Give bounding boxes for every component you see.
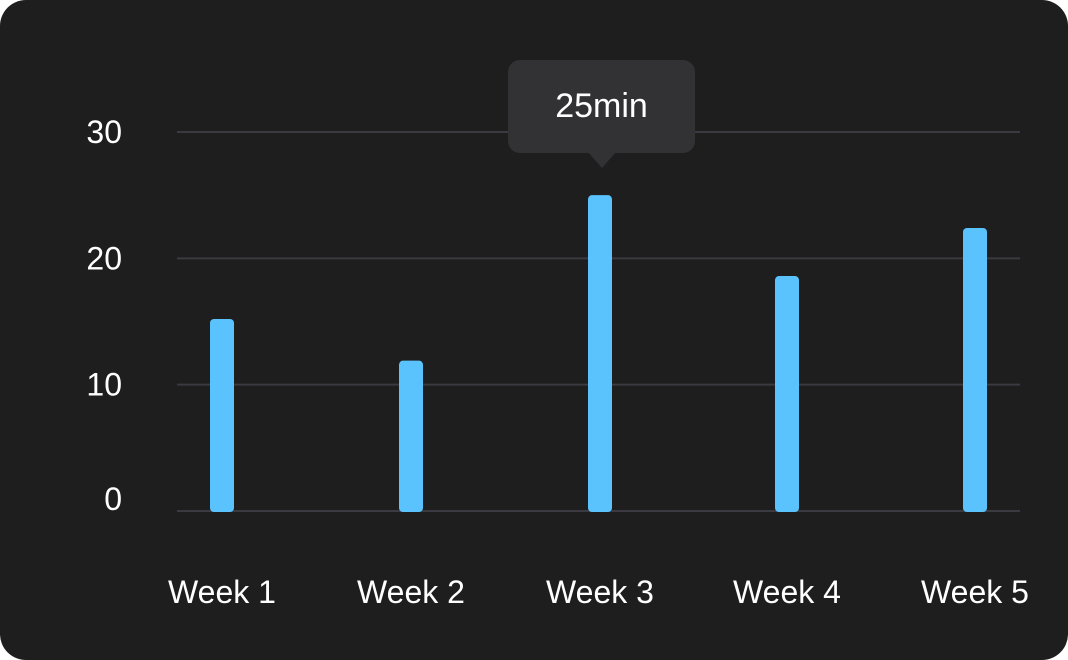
value-tooltip: 25min xyxy=(508,60,695,168)
tooltip-label: 25min xyxy=(555,87,648,125)
x-axis-ticks: Week 1 Week 2 Week 3 Week 4 Week 5 xyxy=(168,574,1029,610)
x-tick-label-week-3: Week 3 xyxy=(546,574,654,610)
bar-week-1[interactable] xyxy=(210,318,234,512)
bar-week-2[interactable] xyxy=(399,360,423,512)
bar-week-5[interactable] xyxy=(963,228,987,512)
y-tick-label-0: 0 xyxy=(104,481,122,517)
x-tick-label-week-1: Week 1 xyxy=(168,574,276,610)
bars xyxy=(210,195,987,512)
y-axis-ticks: 0 10 20 30 xyxy=(86,114,122,517)
x-tick-label-week-4: Week 4 xyxy=(733,574,841,610)
y-tick-label-30: 30 xyxy=(86,114,122,150)
bar-week-4[interactable] xyxy=(775,276,799,512)
y-tick-label-20: 20 xyxy=(86,240,122,276)
y-tick-label-10: 10 xyxy=(86,367,122,403)
x-tick-label-week-2: Week 2 xyxy=(357,574,465,610)
bar-week-3[interactable] xyxy=(588,195,612,512)
x-tick-label-week-5: Week 5 xyxy=(921,574,1029,610)
